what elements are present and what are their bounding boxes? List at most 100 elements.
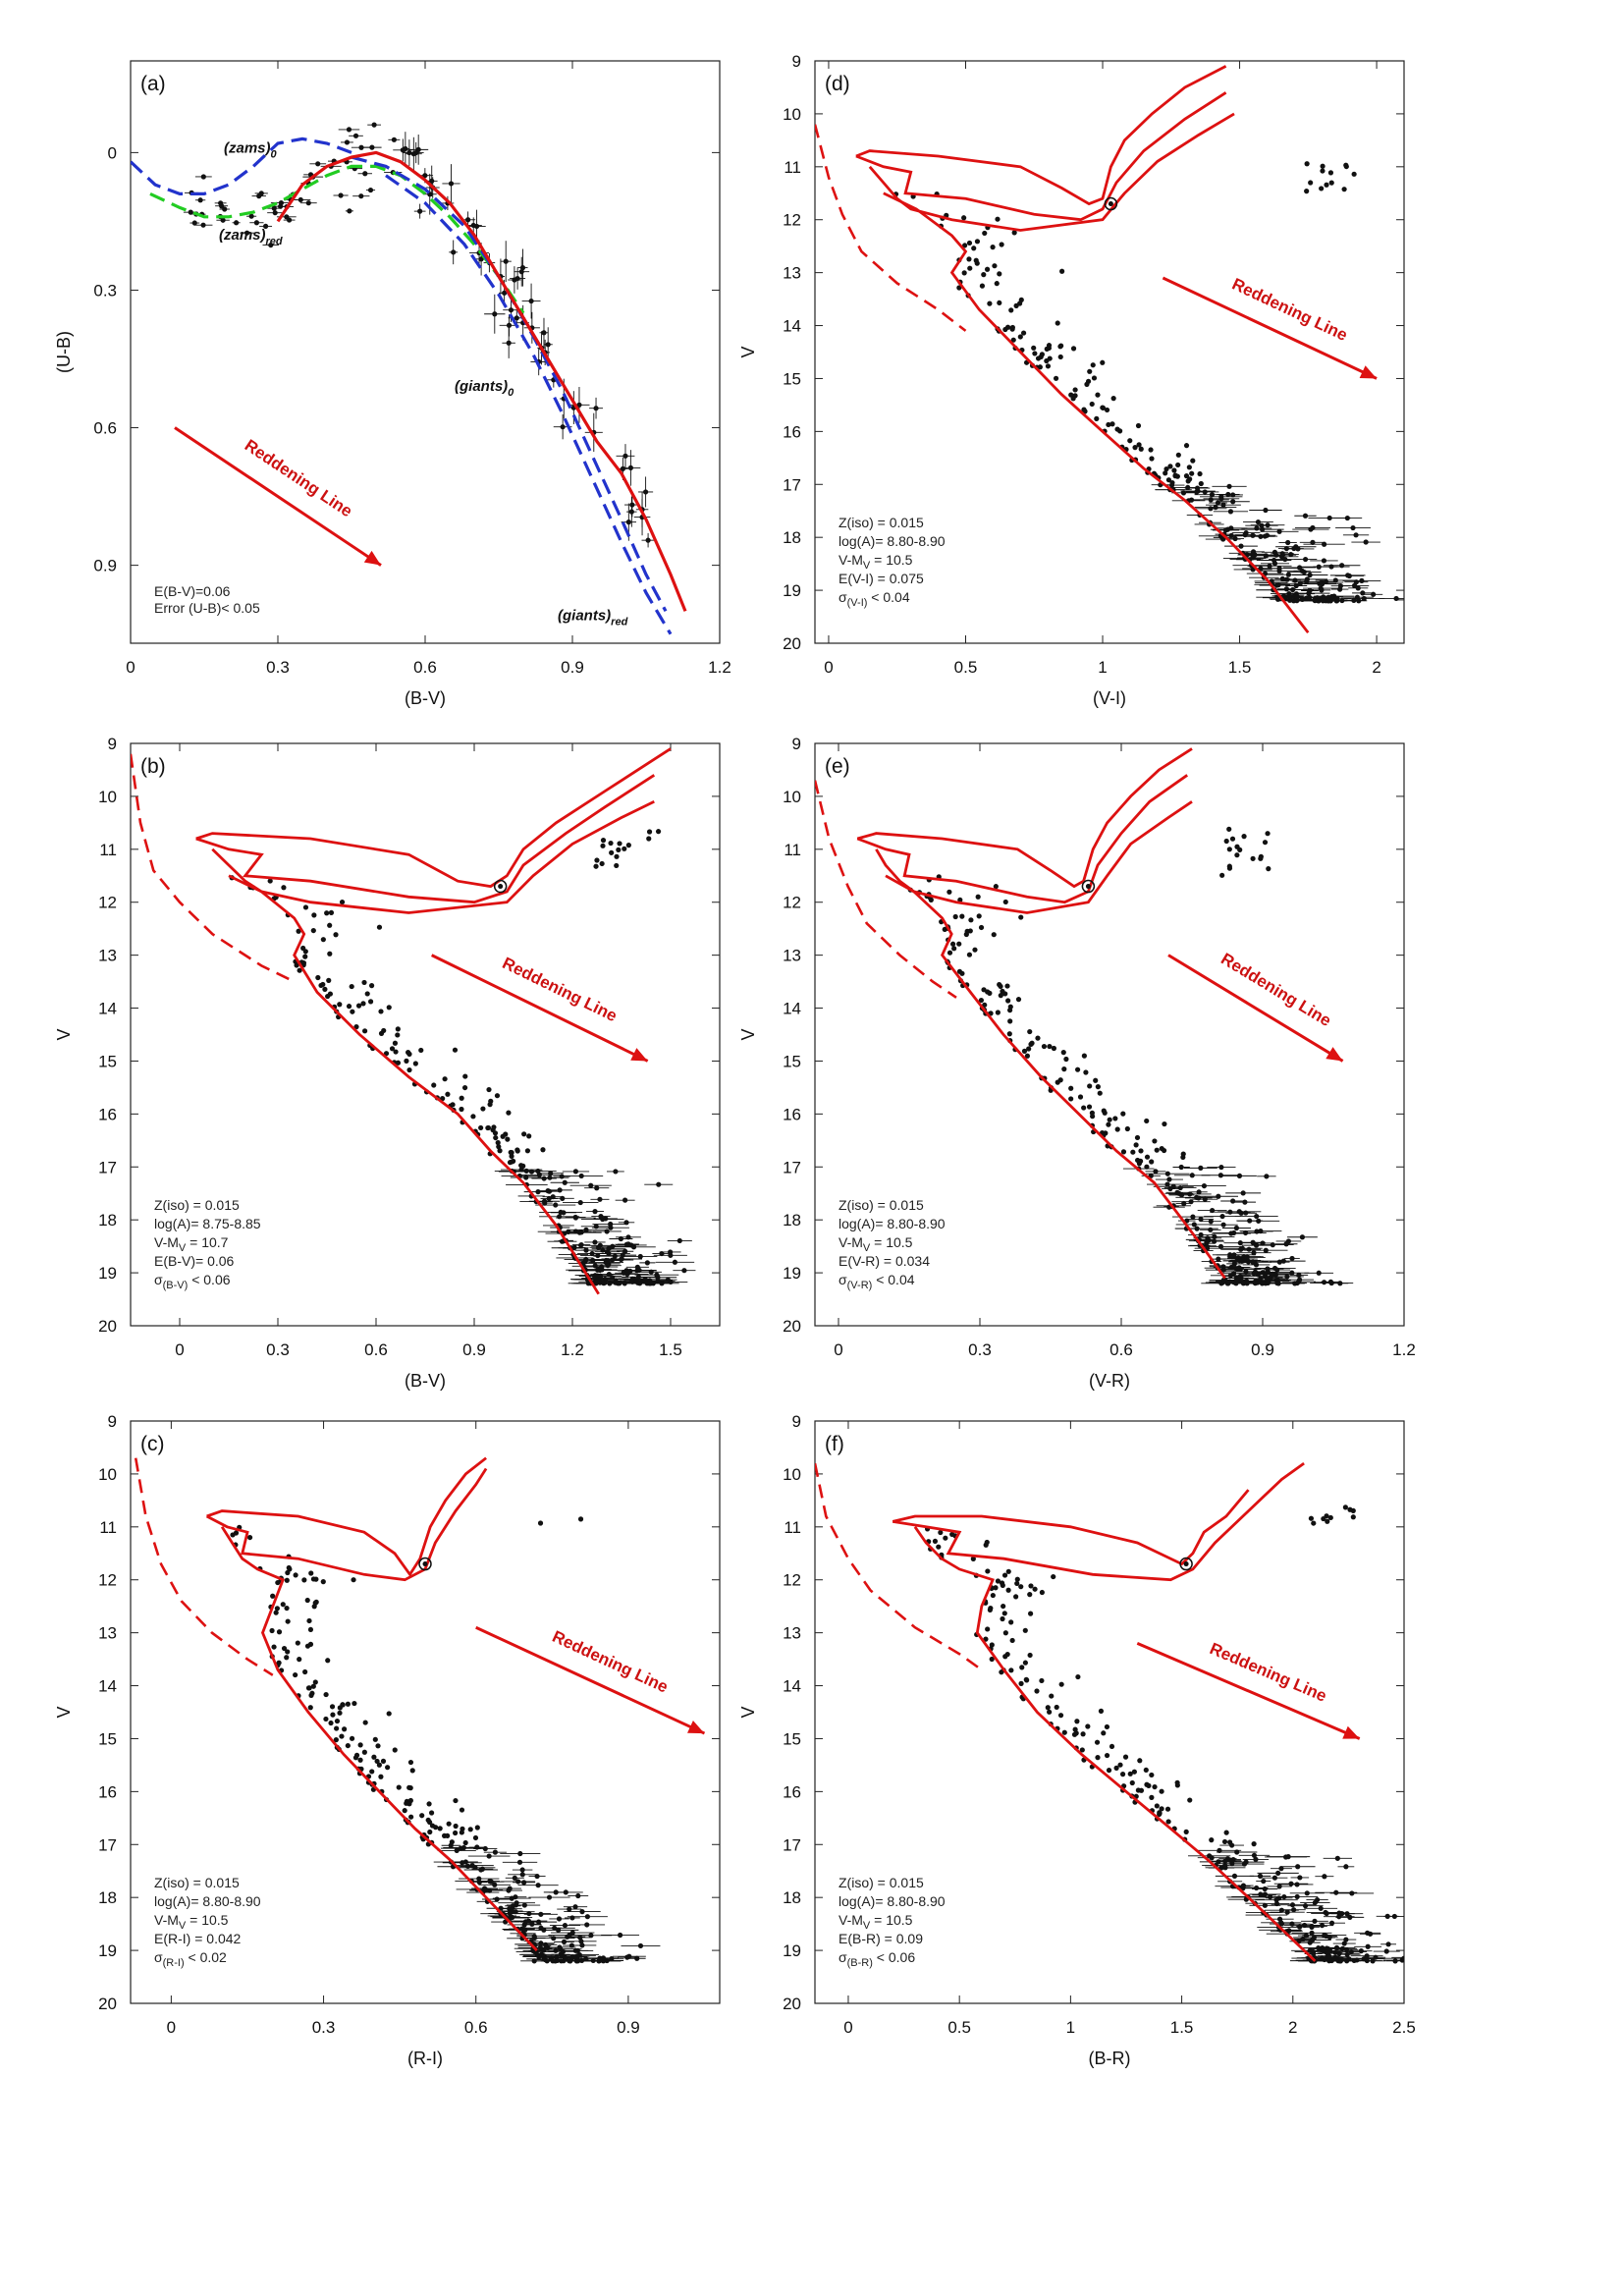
panel-label: (c) — [140, 1433, 165, 1455]
data-point — [1243, 1210, 1249, 1216]
data-point — [972, 947, 978, 953]
y-tick-label: 9 — [792, 52, 801, 71]
annotation-line: Z(iso) = 0.015 — [154, 1875, 240, 1890]
data-point — [324, 910, 330, 916]
data-point — [476, 1876, 482, 1882]
data-point — [635, 1274, 641, 1280]
data-point — [253, 220, 259, 226]
data-point — [311, 912, 317, 918]
data-point — [281, 1645, 288, 1652]
data-point — [452, 1047, 459, 1053]
data-point — [605, 1263, 611, 1269]
data-point — [1196, 1189, 1202, 1195]
data-point — [592, 1209, 598, 1215]
data-point — [1217, 1173, 1223, 1178]
data-point — [517, 1850, 523, 1857]
data-point — [1243, 529, 1249, 536]
data-point — [448, 181, 455, 187]
data-point — [459, 1807, 465, 1813]
data-point — [362, 1028, 368, 1034]
data-point — [1093, 1077, 1099, 1083]
curve-giants_0b — [385, 174, 673, 635]
data-point — [488, 1098, 494, 1104]
annotation-line-main: V-M — [154, 1234, 179, 1250]
data-point — [1226, 1839, 1233, 1845]
data-point — [337, 1710, 343, 1716]
data-point — [630, 1244, 637, 1250]
data-point — [296, 928, 301, 934]
data-point — [1361, 595, 1367, 602]
annotation-line: Z(iso) = 0.015 — [839, 1197, 924, 1213]
data-point — [200, 174, 206, 180]
data-point — [1035, 1035, 1041, 1041]
data-point — [984, 1539, 990, 1546]
data-point — [297, 967, 302, 973]
y-tick-label: 15 — [98, 1052, 117, 1070]
x-tick-label: 0.5 — [947, 2018, 971, 2037]
data-point — [1165, 477, 1172, 483]
data-point — [617, 841, 622, 847]
data-point — [1032, 351, 1038, 356]
data-point — [614, 862, 620, 869]
clump-marker — [493, 879, 508, 894]
data-point — [1251, 1841, 1257, 1847]
annotation-line: E(B-R) = 0.09 — [839, 1931, 923, 1946]
isochrone-4 — [883, 191, 1310, 634]
data-point — [273, 1610, 279, 1615]
curve-zams_0 — [131, 137, 352, 195]
data-point — [1149, 1772, 1155, 1778]
sequence-label-sub: 0 — [508, 387, 514, 399]
data-point — [1299, 1234, 1306, 1240]
data-point — [1228, 1230, 1234, 1236]
data-point — [431, 1082, 437, 1088]
annotation-line: V-MV = 10.7 — [154, 1234, 229, 1254]
data-point — [1106, 1121, 1111, 1127]
annotation-line: Z(iso) = 0.015 — [839, 515, 924, 530]
data-point — [578, 1939, 584, 1944]
data-point — [936, 1544, 942, 1550]
data-point — [523, 1175, 529, 1180]
annotation-line: log(A)= 8.80-8.90 — [154, 1893, 261, 1909]
y-tick-label: 9 — [792, 1412, 801, 1431]
data-point — [622, 1248, 628, 1254]
data-point — [371, 1754, 377, 1760]
data-point — [1226, 1279, 1233, 1285]
data-point — [1149, 1794, 1155, 1800]
data-point — [1301, 569, 1307, 575]
data-point — [956, 941, 962, 947]
x-tick-label: 2.5 — [1392, 2018, 1416, 2037]
data-point — [602, 1276, 608, 1283]
data-point — [1345, 573, 1351, 578]
data-point — [1302, 556, 1309, 563]
data-point — [967, 265, 973, 271]
data-point — [419, 1813, 425, 1819]
data-point — [1081, 1053, 1087, 1059]
data-point — [1284, 1274, 1290, 1280]
data-point — [1100, 359, 1106, 365]
data-point — [947, 950, 953, 956]
data-point — [352, 1700, 357, 1707]
annotation-line-rest: < 0.06 — [188, 1272, 230, 1287]
data-point — [1292, 577, 1298, 583]
data-point — [246, 1534, 253, 1541]
data-point — [1022, 1660, 1028, 1666]
data-point — [428, 1810, 435, 1816]
clump-marker-core — [1108, 201, 1113, 207]
data-point — [584, 1914, 590, 1920]
panel-d-frame — [814, 60, 1405, 644]
data-point — [1304, 1890, 1310, 1896]
data-point — [407, 1759, 414, 1766]
data-point — [478, 256, 484, 262]
reddening-arrow-shaft — [1136, 1642, 1361, 1740]
y-tick-label: 17 — [783, 475, 801, 494]
annotation-line-main: V-M — [839, 1912, 863, 1928]
data-point — [1370, 1958, 1376, 1964]
data-point — [486, 1853, 492, 1859]
data-point — [1320, 163, 1325, 169]
data-point — [1322, 541, 1327, 547]
data-point — [1051, 1045, 1057, 1052]
zams-curve — [131, 753, 296, 983]
data-point — [1316, 564, 1322, 570]
y-tick-label: 16 — [98, 1105, 117, 1123]
data-point — [330, 1712, 336, 1718]
